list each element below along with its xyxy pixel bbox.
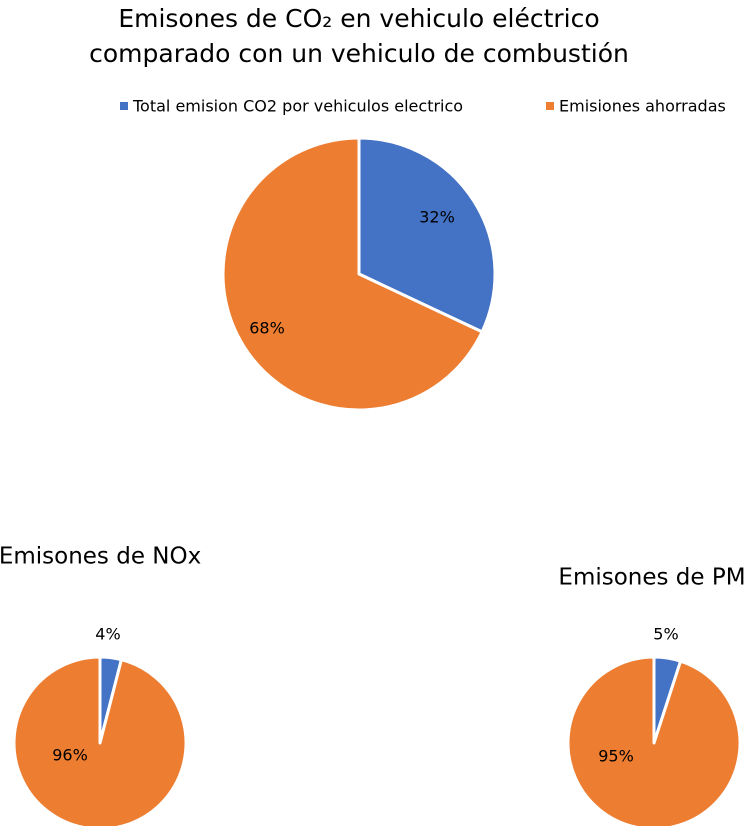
data-label: 68%: [249, 319, 285, 338]
legend-label: Emisiones ahorradas: [559, 97, 726, 116]
chart-title: comparado con un vehiculo de combustión: [89, 39, 629, 68]
data-label: 95%: [598, 747, 634, 766]
data-label: 5%: [653, 625, 678, 644]
legend-swatch: [546, 102, 554, 110]
legend-label: Total emision CO2 por vehiculos electric…: [132, 97, 463, 116]
chart-title: Emisones de CO₂ en vehiculo eléctrico: [118, 4, 599, 33]
data-label: 96%: [52, 746, 88, 765]
pie-slice: [12, 655, 188, 826]
chart-title: Emisones de NOx: [0, 544, 201, 570]
data-label: 32%: [419, 208, 455, 227]
data-label: 4%: [95, 625, 120, 644]
pie-slice: [357, 136, 497, 334]
pie-slice: [221, 136, 484, 412]
pie-slice: [566, 655, 742, 826]
chart-title: Emisones de PM: [558, 565, 745, 591]
legend-swatch: [120, 102, 128, 110]
